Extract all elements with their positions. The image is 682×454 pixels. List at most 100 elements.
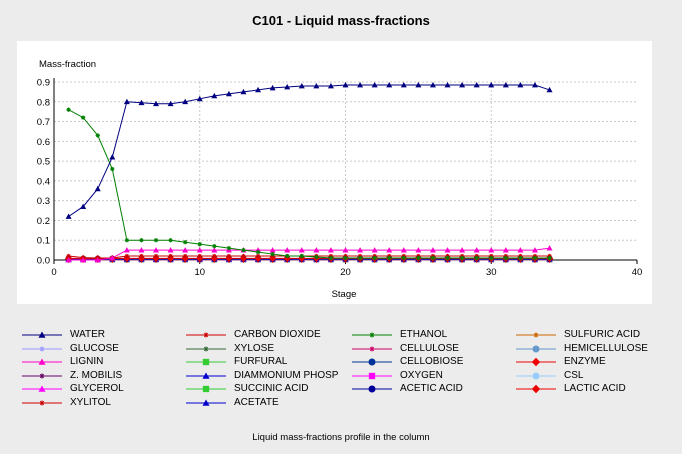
data-point [65,213,72,219]
data-point [138,99,145,106]
x-tick-label: 30 [486,267,497,278]
legend-swatch [186,372,226,379]
legend-swatch [352,332,392,338]
y-tick-label: 0.0 [37,256,50,267]
data-point [241,253,246,259]
data-point [371,81,378,88]
legend-swatch [352,385,392,393]
series-line [68,247,550,261]
legend-label: ENZYME [564,356,606,368]
legend-label: CELLOBIOSE [400,356,464,368]
data-point [415,247,422,253]
legend-swatch [516,372,556,380]
plot-panel: Mass-fraction Stage 0.0 0.1 0.2 0.3 0.4 0.5 0.… [17,41,652,304]
data-point [139,253,144,259]
x-tick-label: 20 [340,267,351,278]
data-point [182,98,189,105]
data-point [153,253,159,259]
data-point [197,253,202,259]
data-point [459,81,466,88]
grid [54,81,637,261]
data-point [124,238,130,243]
data-point [489,255,494,261]
data-point [255,86,262,93]
data-point [153,100,160,107]
data-point [211,92,218,99]
legend-label: Z. MOBILIS [70,369,123,381]
data-point [400,81,407,88]
data-point [444,81,451,88]
data-point [123,247,130,253]
data-point [299,253,304,259]
series-line [68,109,550,259]
data-point [211,247,218,253]
data-point [327,247,334,253]
data-point [95,133,100,138]
data-point [139,238,144,243]
y-tick-label: 0.4 [37,176,50,187]
data-point [328,255,334,261]
legend-label: GLUCOSE [70,342,119,354]
legend-swatch [22,400,62,406]
y-tick-label: 0.6 [37,137,50,148]
legend-label: CSL [564,369,584,381]
legend-swatch [22,373,62,379]
data-point [459,247,466,253]
legend-swatch [186,346,226,352]
data-point [429,247,436,253]
data-point [196,254,204,263]
data-point [66,107,71,112]
data-point [225,90,232,97]
data-point [226,245,232,251]
legend-swatch [186,386,226,393]
axes: 0.0 0.1 0.2 0.3 0.4 0.5 0.6 0.7 0.8 0.9 0 10 20 30 40 [37,78,643,279]
legend-label: CARBON DIOXIDE [234,329,321,340]
y-tick-label: 0.7 [37,117,50,128]
legend-label: XYLOSE [234,342,275,354]
legend-swatch [22,385,62,393]
data-point [547,255,552,261]
data-point [182,247,189,253]
data-point [531,81,538,88]
data-point [210,254,218,263]
data-point [80,115,86,120]
data-point [387,255,392,261]
x-tick-label: 40 [632,267,643,278]
data-point [255,253,261,259]
legend-label: CELLULOSE [400,342,459,354]
data-point [124,253,130,259]
data-point [255,249,261,255]
data-point [473,247,480,253]
data-point [518,255,523,261]
data-point [153,247,160,253]
legend-swatch [22,358,62,365]
data-point [241,247,246,253]
data-point [66,253,71,259]
data-point [212,253,217,259]
legend-label: OXYGEN [400,369,443,381]
data-point [197,241,202,247]
legend-label: HEMICELLULOSE [564,342,648,354]
data-point [298,254,306,263]
legend-swatch [516,345,556,353]
data-point [196,95,203,102]
series-ethanol [66,107,552,261]
data-point [429,81,436,88]
data-point [110,166,115,172]
chart-title: C101 - Liquid mass-fractions [252,13,430,28]
legend-swatch [22,331,62,338]
y-axis-label: Mass-fraction [39,59,96,70]
data-point [342,247,349,253]
data-point [167,247,174,253]
data-point [109,255,116,261]
legend-label: LACTIC ACID [564,383,626,395]
data-point [153,238,159,243]
data-point [80,203,87,209]
data-point [445,255,450,261]
data-point [546,86,553,93]
data-point [270,251,275,257]
data-point [168,238,173,243]
data-point [532,255,538,261]
data-point [167,100,174,107]
data-point [546,245,553,251]
